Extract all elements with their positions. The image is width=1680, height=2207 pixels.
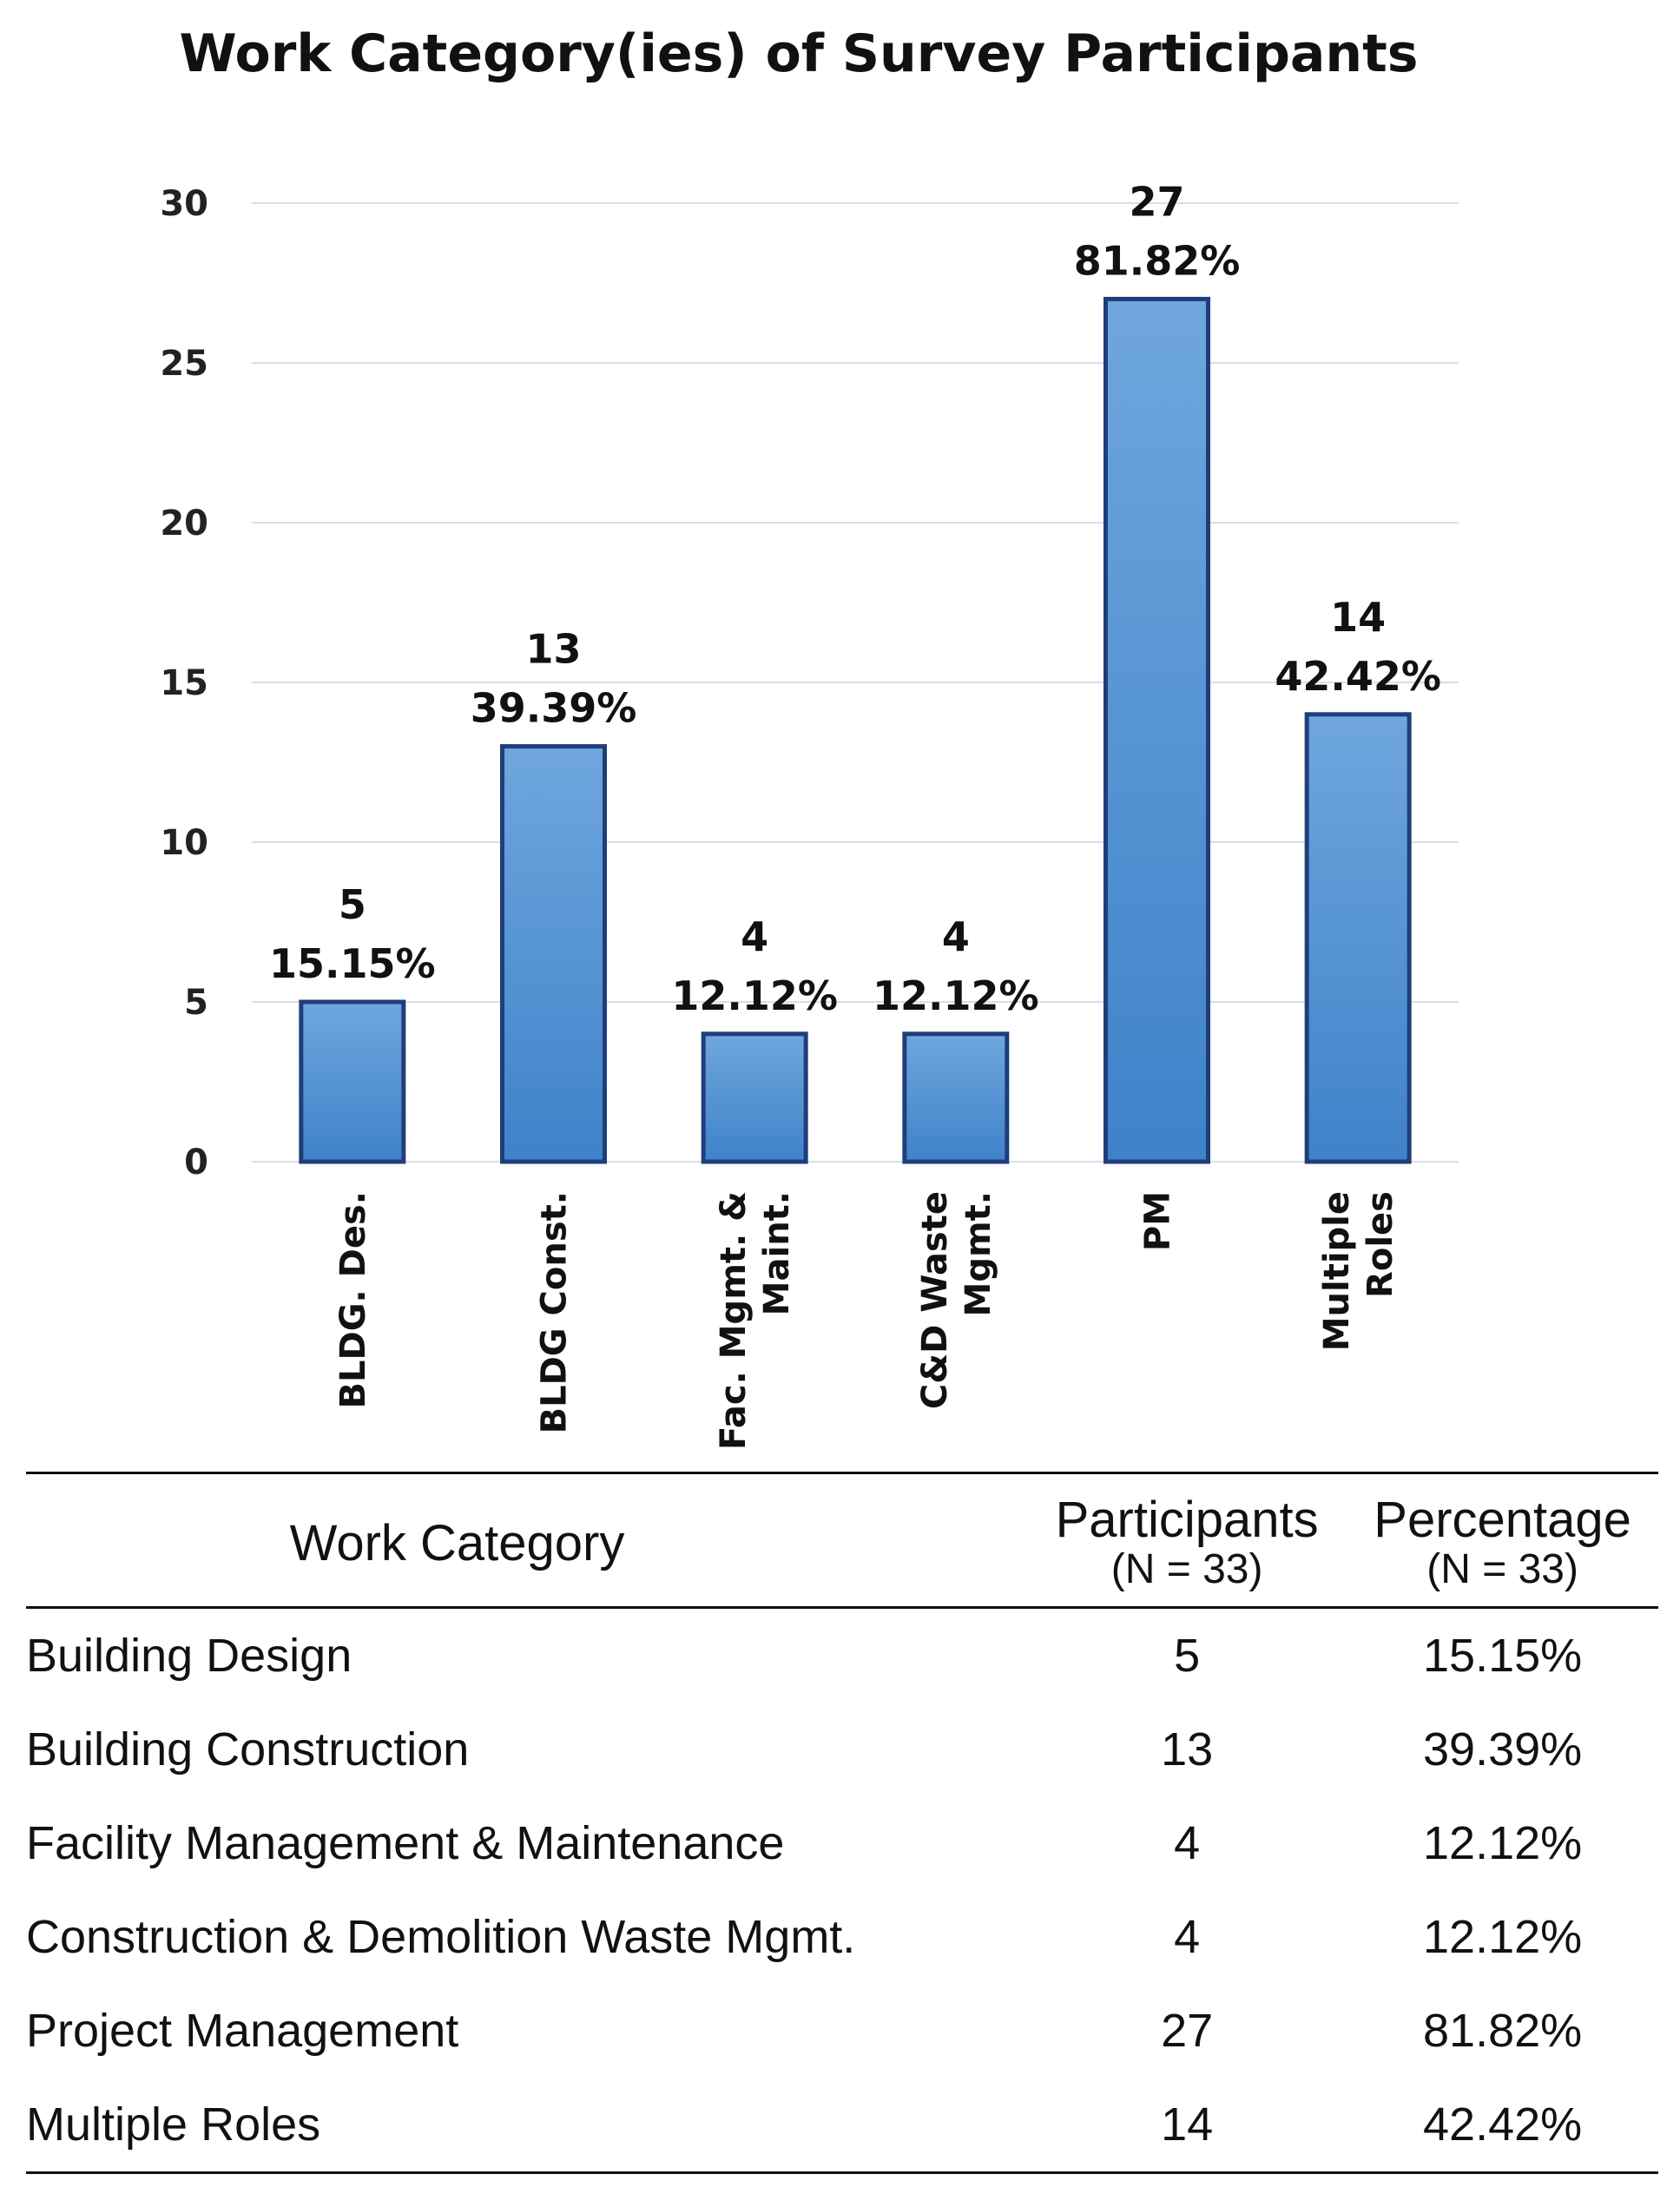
data-label-value: 5 [339,881,366,928]
bar-4 [1104,296,1210,1164]
table-row: Building Construction 13 39.39% [26,1703,1658,1796]
y-tick-label: 0 [184,1143,208,1183]
data-label-value: 13 [525,626,581,673]
table-header-row: Work Category Participants (N = 33) Perc… [26,1472,1658,1609]
x-tick-label: C&D Waste Mgmt. [915,1191,998,1409]
row-category: Building Construction [26,1723,470,1775]
row-category: Project Management [26,2005,459,2057]
row-participants: 13 [1161,1723,1214,1775]
row-percentage: 42.42% [1347,2078,1658,2174]
x-tick-label-line: Maint. [757,1191,797,1315]
y-tick-label: 20 [160,504,208,544]
x-tick-label-line: Multiple [1317,1191,1357,1351]
summary-table: Work Category Participants (N = 33) Perc… [26,1472,1658,2174]
x-tick-label: Multiple Roles [1317,1191,1400,1351]
y-tick-label: 25 [160,344,208,384]
table-row: Facility Management & Maintenance 4 12.1… [26,1796,1658,1890]
data-label-value: 4 [942,913,970,960]
row-participants: 14 [1027,2078,1347,2174]
y-tick-label: 15 [160,663,208,703]
row-participants: 4 [1174,1911,1201,1963]
y-tick-label: 10 [160,823,208,863]
x-tick-label-line: Mgmt. [959,1191,998,1316]
bar-3 [902,1031,1010,1164]
data-label-percent: 81.82% [1074,237,1241,284]
x-tick-label-line: PM [1138,1191,1178,1251]
x-tick-label-line: BLDG Const. [535,1191,575,1433]
header-percentage-n: (N = 33) [1426,1546,1578,1592]
row-percentage: 12.12% [1423,1817,1583,1869]
y-tick-label: 5 [184,983,208,1023]
header-work-category: Work Category [26,1472,1027,1609]
data-label-percent: 39.39% [471,685,637,732]
header-participants-n: (N = 33) [1110,1546,1263,1592]
row-category: Construction & Demolition Waste Mgmt. [26,1911,856,1963]
table-row: Construction & Demolition Waste Mgmt. 4 … [26,1890,1658,1984]
table-row: Project Management 27 81.82% [26,1984,1658,2078]
data-label-value: 4 [741,913,768,960]
data-label-percent: 42.42% [1275,653,1441,700]
header-participants: Participants (N = 33) [1027,1472,1347,1609]
row-percentage: 39.39% [1423,1723,1583,1775]
header-percentage-label: Percentage [1374,1492,1631,1548]
row-category: Multiple Roles [26,2078,1027,2174]
data-label-value: 27 [1129,178,1184,225]
table-row: Building Design 5 15.15% [26,1608,1658,1703]
row-category: Building Design [26,1630,352,1682]
row-participants: 27 [1161,2005,1214,2057]
bar-5 [1304,712,1412,1164]
row-category: Facility Management & Maintenance [26,1817,785,1869]
row-percentage: 12.12% [1423,1911,1583,1963]
bar-2 [701,1031,808,1164]
x-tick-label-line: C&D Waste [915,1191,955,1409]
data-label-value: 14 [1330,594,1386,641]
y-tick-label: 30 [160,184,208,224]
chart-title: Work Category(ies) of Survey Participant… [179,23,1418,84]
x-tick-label: Fac. Mgmt. & Maint. [714,1191,797,1450]
data-label-percent: 12.12% [873,972,1039,1019]
x-tick-label: BLDG Const. [535,1191,575,1433]
header-percentage: Percentage (N = 33) [1347,1472,1658,1609]
bar-chart: Work Category(ies) of Survey Participant… [160,23,1459,1450]
bar-0 [299,999,406,1164]
table-row: Multiple Roles 14 42.42% [26,2078,1658,2174]
data-label-percent: 15.15% [269,940,436,987]
row-participants: 4 [1174,1817,1201,1869]
x-tick-label-line: BLDG. Des. [333,1191,373,1408]
bar-1 [500,744,607,1164]
row-percentage: 81.82% [1423,2005,1583,2057]
x-tick-label-line: Roles [1360,1191,1400,1298]
data-label-percent: 12.12% [671,972,838,1019]
row-participants: 5 [1174,1630,1201,1682]
header-participants-label: Participants [1055,1492,1319,1548]
x-tick-label: PM [1138,1191,1178,1251]
x-tick-label-line: Fac. Mgmt. & [714,1191,754,1450]
row-percentage: 15.15% [1423,1630,1583,1682]
x-tick-label: BLDG. Des. [333,1191,373,1408]
